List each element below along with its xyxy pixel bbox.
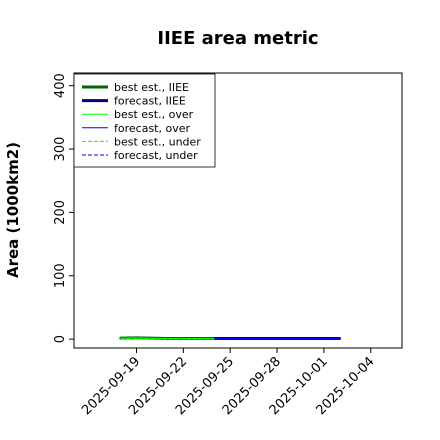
y-tick-label-4: 300 [53, 137, 68, 162]
plot-area [119, 336, 342, 340]
series-line-3 [120, 337, 216, 339]
legend-entry-3: best est., over [114, 108, 194, 121]
y-tick-label-5: 400 [53, 73, 68, 98]
legend-entry-2: forecast, IIEE [114, 95, 186, 108]
y-tick-label-2: 100 [53, 263, 68, 288]
plot-frame [73, 72, 403, 349]
chart-title: IIEE area metric [157, 28, 318, 49]
y-tick-label-3: 200 [53, 200, 68, 225]
legend-entry-1: best est., IIEE [114, 81, 189, 94]
y-axis-label: Area (1000km2) [4, 142, 22, 278]
legend-entry-4: forecast, over [114, 122, 190, 135]
legend-box [73, 73, 216, 168]
y-tick-label-1: 0 [53, 335, 68, 343]
legend-entry-6: forecast, under [114, 149, 198, 162]
legend-entry-5: best est., under [114, 135, 201, 148]
